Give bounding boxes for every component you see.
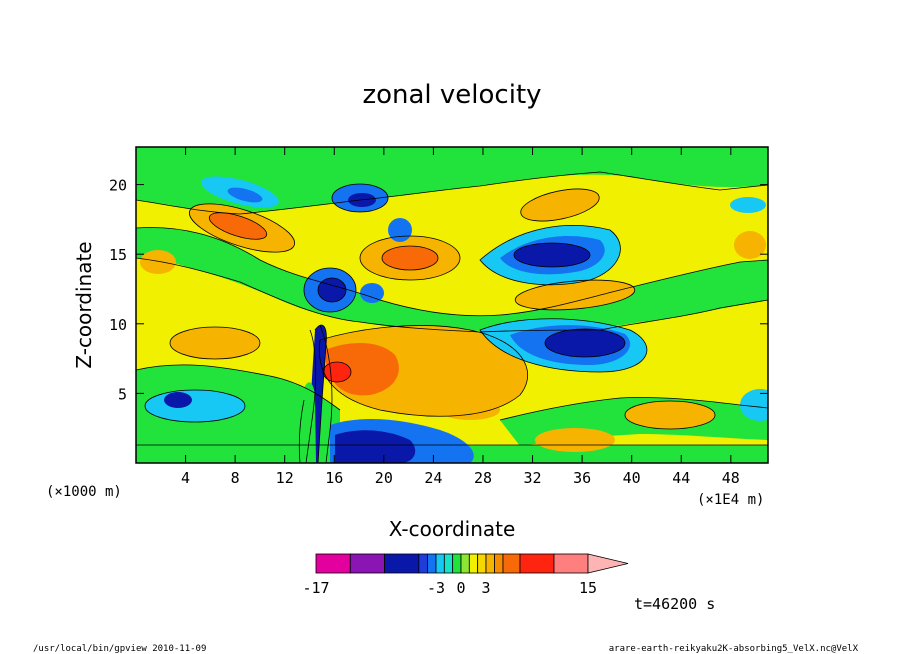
field-feature-orange-upper-left-core [209, 212, 267, 240]
colorbar-label: 15 [579, 579, 597, 597]
colorbar-segment [477, 553, 487, 574]
colorbar-segment [418, 553, 428, 574]
x-tick-label: 40 [623, 469, 641, 487]
x-unit-left: (×1000 m) [46, 484, 122, 500]
x-tick-label: 16 [325, 469, 343, 487]
velocity-field [136, 147, 768, 463]
field-feature-blue-small [360, 283, 384, 303]
x-tick-label: 20 [375, 469, 393, 487]
field-feature-orange-lower-mid-2 [440, 400, 500, 420]
x-axis-ticks: 4 8 12 16 20 24 28 32 36 40 44 48 [181, 147, 740, 487]
colorbar-segment [502, 553, 521, 574]
colorbar-segment [443, 553, 454, 574]
field-feature-blue-left-mid-core [318, 278, 346, 302]
x-axis-label: X-coordinate [389, 517, 516, 541]
time-label: t=46200 s [634, 595, 715, 613]
field-feature-blue-center [388, 218, 412, 242]
field-feature-orange-left-mid [170, 327, 260, 359]
colorbar-segment [435, 553, 445, 574]
colorbar-labels: -17 -3 0 3 15 [302, 579, 597, 597]
colorbar-segment [315, 553, 351, 574]
x-tick-label: 44 [672, 469, 690, 487]
chart-title: zonal velocity [362, 80, 541, 110]
y-tick-label: 15 [109, 246, 127, 264]
colorbar-segment [384, 553, 420, 574]
field-feature-orange-right-edge [734, 231, 766, 259]
colorbar-segment [494, 553, 504, 574]
x-tick-label: 36 [573, 469, 591, 487]
field-feature-green-column [295, 382, 316, 463]
x-tick-label: 48 [722, 469, 740, 487]
plot-frame [135, 146, 769, 464]
colorbar-label: 3 [481, 579, 490, 597]
colorbar-label: -3 [427, 579, 445, 597]
field-feature-orange-left-edge [140, 250, 176, 274]
field-feature-cyan-far-right [730, 197, 766, 213]
field-feature-blue-upper-right-core [514, 243, 590, 267]
x-tick-label: 28 [474, 469, 492, 487]
colorbar-segment [460, 553, 470, 574]
y-tick-label: 20 [109, 177, 127, 195]
y-tick-label: 10 [109, 316, 127, 334]
colorbar-segment [553, 553, 589, 574]
x-tick-label: 8 [231, 469, 240, 487]
colorbar-segment [427, 553, 437, 574]
field-feature-blue-bottom-core [335, 430, 416, 463]
colorbar-segment [349, 553, 385, 574]
y-tick-label: 5 [118, 385, 127, 403]
colorbar [315, 553, 629, 574]
field-feature-orange-lower-mid [535, 428, 615, 452]
footer-right: arare-earth-reikyaku2K-absorbing5_VelX.n… [609, 644, 859, 654]
colorbar-segment [485, 553, 495, 574]
x-tick-label: 12 [276, 469, 294, 487]
field-feature-cyan-right [740, 389, 768, 421]
field-feature-orange-plume-core [325, 343, 399, 396]
colorbar-segment [468, 553, 479, 574]
colorbar-label: 0 [456, 579, 465, 597]
y-axis-label: Z-coordinate [72, 241, 96, 368]
field-region-top-band [136, 147, 768, 213]
x-tick-label: 4 [181, 469, 190, 487]
contour-lines [136, 171, 768, 463]
colorbar-segment [519, 553, 555, 574]
x-tick-label: 24 [424, 469, 442, 487]
x-tick-label: 32 [524, 469, 542, 487]
field-feature-blue-lower-left [164, 392, 192, 408]
field-feature-orange-right-mid [515, 280, 635, 310]
colorbar-label: -17 [302, 579, 329, 597]
y-axis-ticks: 5 10 15 20 [109, 177, 768, 403]
field-feature-blue-upper-left-core [227, 187, 263, 203]
x-unit-right: (×1E4 m) [697, 492, 764, 508]
field-feature-orange-center-core [382, 246, 438, 270]
field-feature-orange-lower-right [625, 401, 715, 429]
footer-left: /usr/local/bin/gpview 2010-11-09 [33, 644, 206, 654]
field-feature-blue-right-core [545, 329, 625, 357]
colorbar-extension [587, 553, 629, 574]
field-feature-orange-upper-right [520, 188, 600, 222]
colorbar-segment [452, 553, 462, 574]
